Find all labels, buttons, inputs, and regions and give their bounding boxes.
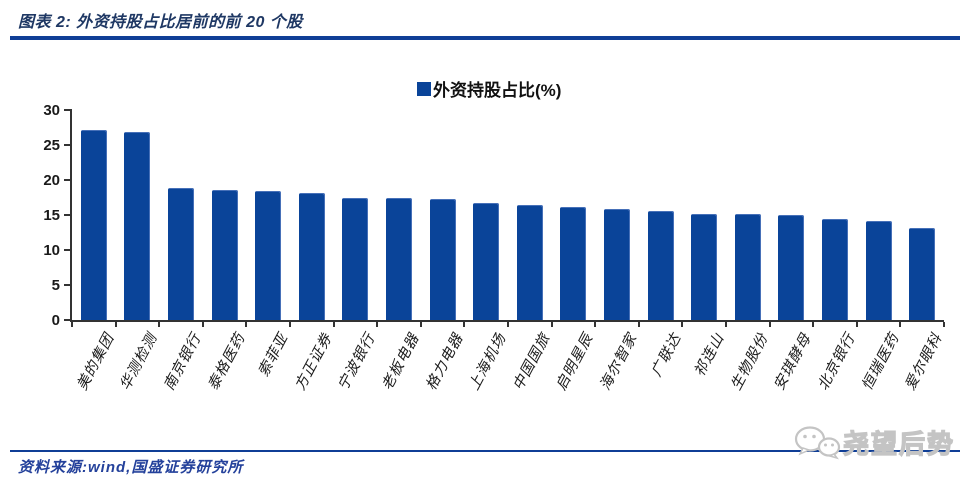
bar-南京银行 [168, 188, 194, 320]
y-axis-tick-label: 0 [51, 311, 60, 329]
x-axis-tick [855, 322, 858, 327]
y-axis-tick [64, 249, 72, 251]
wechat-icon [794, 425, 841, 459]
legend-label: 外资持股占比(%) [433, 81, 562, 100]
bar-宁波银行 [342, 197, 369, 320]
bar-格力电器 [429, 198, 456, 320]
y-axis-tick [64, 214, 72, 216]
figure-title: 图表 2: 外资持股占比居前的前 20 个股 [18, 14, 303, 31]
x-axis-tick [114, 322, 117, 327]
bar-美的集团 [80, 130, 107, 320]
y-axis-tick-label: 30 [43, 101, 60, 119]
x-axis-tick [594, 322, 597, 327]
bar-恒瑞医药 [865, 221, 892, 320]
title-divider [10, 36, 960, 40]
y-axis-tick [64, 144, 72, 146]
x-axis-tick [725, 322, 727, 327]
x-axis-tick [201, 322, 204, 327]
x-axis-tick [158, 322, 161, 327]
bar-海尔智家 [604, 208, 630, 320]
bar-生物股份 [734, 214, 761, 320]
y-axis-tick-label: 25 [43, 136, 60, 154]
bar-爱尔眼科 [909, 227, 936, 320]
x-axis-tick [550, 322, 553, 327]
x-axis-tick [463, 322, 466, 327]
bar-老板电器 [386, 198, 412, 320]
x-axis-tick [71, 322, 73, 327]
x-axis-tick [943, 322, 945, 327]
y-axis-tick-label: 5 [51, 276, 60, 294]
x-axis-tick [681, 322, 684, 327]
bar-上海机场 [473, 203, 500, 320]
bar-索菲亚 [255, 190, 282, 320]
bar-广联达 [647, 210, 674, 320]
y-axis-tick-label: 10 [43, 241, 60, 259]
bar-启明星辰 [560, 206, 587, 320]
bar-泰格医药 [211, 189, 238, 320]
x-axis-tick [507, 322, 509, 327]
x-axis-tick [332, 322, 335, 327]
watermark-text: 尧望后势 [842, 428, 956, 459]
watermark: 尧望后势 [793, 424, 955, 461]
x-axis-tick [289, 322, 291, 327]
y-axis-tick [64, 284, 72, 286]
x-axis-tick [899, 322, 902, 327]
x-axis-tick [245, 322, 248, 327]
x-axis-tick [376, 322, 379, 327]
y-axis-tick [64, 319, 72, 321]
bar-华测检测 [124, 131, 151, 320]
y-axis-tick [64, 179, 72, 181]
y-axis-tick [64, 109, 72, 111]
y-axis-tick-label: 15 [43, 206, 60, 224]
x-axis-tick [637, 322, 640, 327]
x-axis-tick [812, 322, 815, 327]
x-axis-tick [419, 322, 422, 327]
x-axis-tick [768, 322, 771, 327]
footer-divider [10, 450, 960, 452]
bar-方正证券 [298, 192, 325, 320]
bar-chart-plot-area: 0 5 10 15 20 25 30 美的集团 华测检测 南京银行 泰格医药 索菲亚 方正证券 宁波银行老… [43, 103, 946, 394]
legend-swatch-icon [417, 81, 431, 96]
bar-安琪酵母 [778, 215, 805, 320]
bar-北京银行 [822, 219, 848, 320]
chart-legend: 外资持股占比(%) [417, 76, 561, 101]
data-source-note: 资料来源:wind,国盛证券研究所 [18, 459, 244, 476]
y-axis-tick-label: 20 [43, 171, 60, 189]
bar-中国国旅 [516, 205, 543, 320]
bar-祁连山 [691, 213, 718, 320]
